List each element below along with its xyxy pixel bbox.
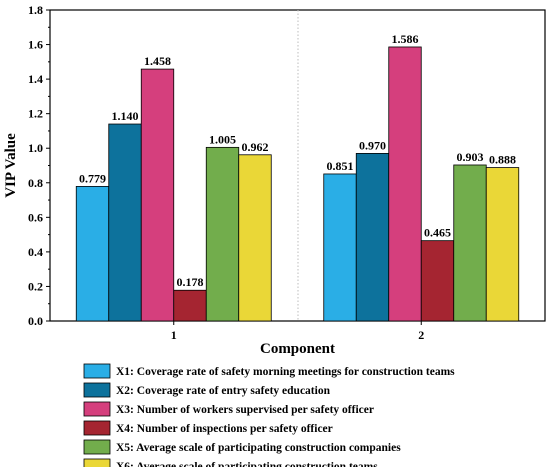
- legend-swatch-x4: [83, 420, 111, 436]
- y-tick-label: 1.6: [28, 38, 43, 52]
- bar-value-label: 0.465: [424, 226, 451, 240]
- legend-swatch-x2: [83, 382, 111, 398]
- y-tick-label: 0.0: [28, 314, 43, 328]
- bar-x6-component-1: [238, 154, 272, 322]
- y-tick-label: 1.4: [28, 72, 43, 86]
- legend-label-x2: X2: Coverage rate of entry safety educat…: [116, 385, 331, 397]
- bar-x4-component-1: [173, 289, 207, 322]
- bar-x5-component-1: [205, 146, 240, 322]
- bar-x2-component-2: [355, 153, 390, 322]
- x-tick-label: 1: [171, 328, 177, 342]
- y-axis-title: VIP Value: [3, 133, 19, 198]
- y-tick-label: 0.8: [28, 176, 43, 190]
- bar-value-label: 0.178: [177, 275, 204, 289]
- y-tick-label: 1.8: [28, 3, 43, 17]
- bar-x5-component-2: [453, 164, 487, 322]
- legend-swatch-x3: [83, 401, 111, 417]
- bar-x3-component-1: [140, 68, 175, 322]
- bar-value-label: 1.005: [209, 132, 236, 146]
- legend-swatch-x1: [83, 363, 111, 379]
- bar-value-label: 1.586: [392, 32, 419, 46]
- bar-value-label: 0.779: [79, 171, 106, 185]
- legend-label-x5: X5: Average scale of participating const…: [116, 442, 401, 454]
- legend-swatch-x5: [83, 439, 111, 455]
- bar-x4-component-2: [420, 240, 455, 322]
- bar-x2-component-1: [108, 123, 142, 322]
- bar-value-label: 0.970: [359, 138, 386, 152]
- bar-x1-component-2: [323, 173, 357, 322]
- bar-value-label: 0.962: [242, 140, 269, 154]
- y-tick-label: 0.6: [28, 210, 43, 224]
- y-tick-label: 0.2: [28, 279, 43, 293]
- bar-x1-component-1: [75, 186, 110, 322]
- x-tick-label: 2: [418, 328, 424, 342]
- bar-value-label: 0.888: [489, 153, 516, 167]
- legend-label-x4: X4: Number of inspections per safety off…: [116, 423, 333, 435]
- y-tick-label: 0.4: [28, 245, 43, 259]
- bar-x6-component-2: [485, 167, 520, 322]
- bar-value-label: 1.140: [112, 109, 139, 123]
- bar-value-label: 0.851: [327, 159, 354, 173]
- y-tick-label: 1.0: [28, 141, 43, 155]
- y-tick-label: 1.2: [28, 107, 43, 121]
- legend-label-x3: X3: Number of workers supervised per saf…: [116, 404, 374, 416]
- legend-label-x6: X6: Average scale of participating const…: [116, 461, 378, 467]
- bar-value-label: 1.458: [144, 54, 171, 68]
- legend-swatch-x6: [83, 458, 111, 472]
- bar-value-label: 0.903: [457, 150, 484, 164]
- x-axis-title: Component: [260, 341, 335, 357]
- bar-x3-component-2: [388, 46, 422, 322]
- legend-label-x1: X1: Coverage rate of safety morning meet…: [116, 366, 455, 378]
